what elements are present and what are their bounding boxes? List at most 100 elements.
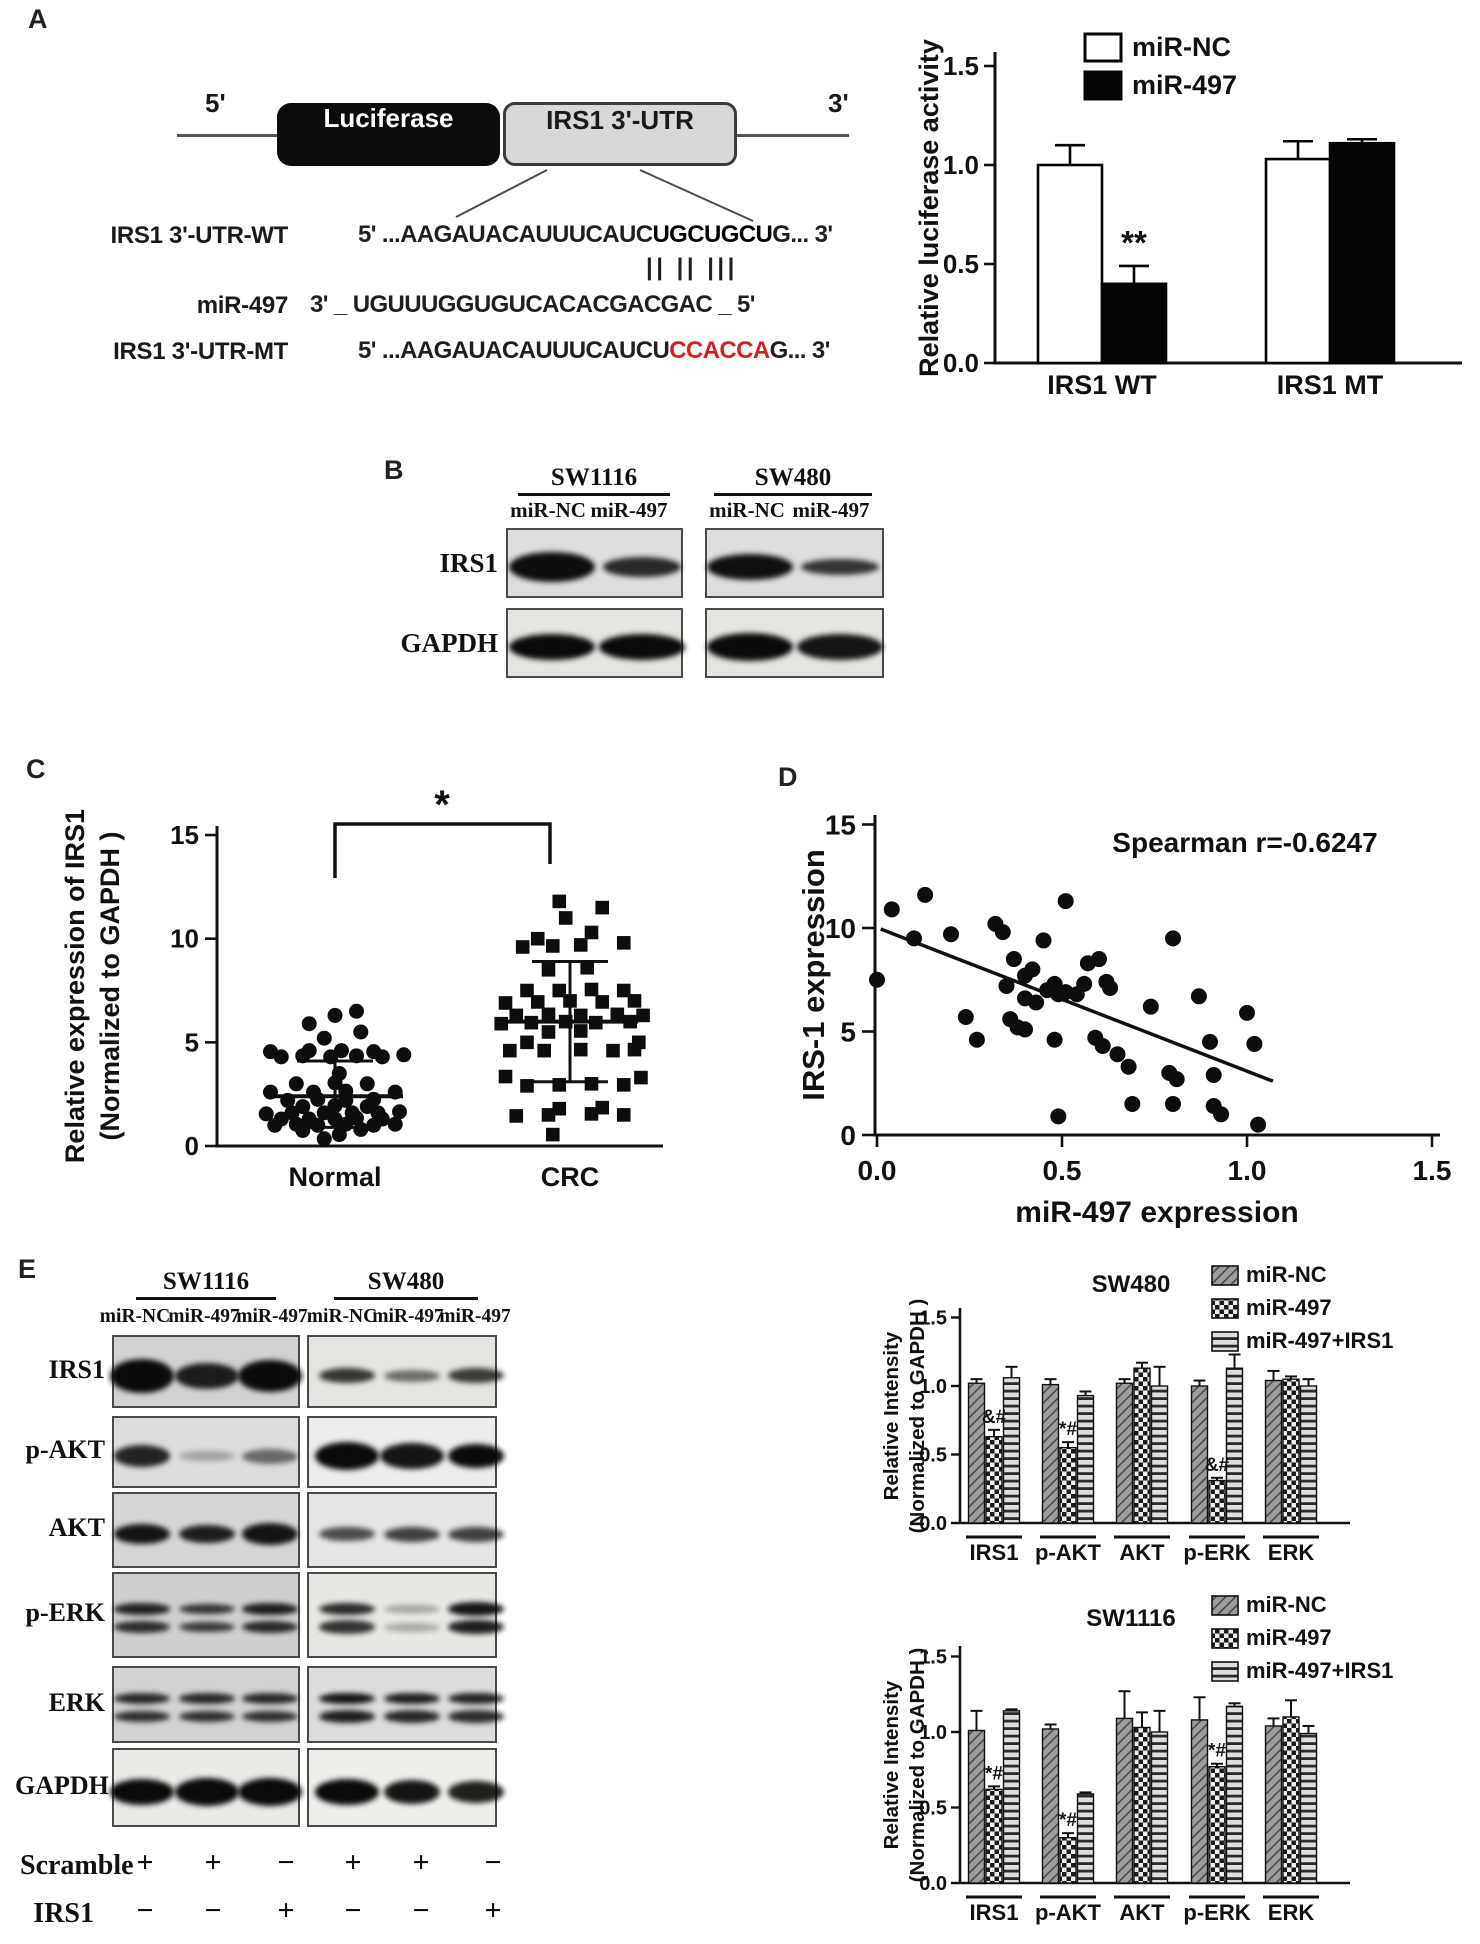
- data-point: [610, 1007, 625, 1022]
- data-point: [316, 1131, 332, 1147]
- data-point: [1142, 998, 1159, 1015]
- data-point: [552, 1101, 567, 1116]
- blot-band: [179, 1603, 235, 1615]
- data-point: [595, 995, 610, 1009]
- bar: [1264, 1725, 1283, 1884]
- data-point: [634, 1070, 648, 1085]
- blot-band: [319, 1602, 375, 1616]
- lane-label: miR-NC: [99, 1306, 171, 1327]
- panel-e-sw1116: 0.0 0.5 1.0 1.5 IRS1 p-AKT AKT p-ERK ERK *# *# *# SW…: [880, 1592, 1393, 1925]
- data-point: [503, 1043, 517, 1058]
- bar: [1264, 1379, 1283, 1524]
- irs1-row-label: IRS1: [33, 1898, 94, 1929]
- scramble-row-value: +: [344, 1846, 362, 1879]
- data-point: [366, 1091, 382, 1107]
- data-point: [584, 925, 599, 940]
- bar: [967, 1382, 986, 1524]
- x-tick-label: 1.5: [1413, 1155, 1452, 1186]
- data-point: [1050, 1108, 1067, 1125]
- data-point: [1094, 1037, 1111, 1054]
- legend-label: miR-497: [1246, 1295, 1332, 1320]
- data-point: [263, 1084, 278, 1100]
- lane-label: miR-NC: [306, 1306, 378, 1327]
- y-tick-label: 1.0: [943, 150, 979, 180]
- data-point: [349, 1048, 364, 1064]
- data-point: [552, 1078, 567, 1092]
- bar: [1264, 157, 1332, 365]
- category-label: AKT: [1119, 1540, 1165, 1565]
- data-point: [546, 1127, 560, 1142]
- legend-label: miR-NC: [1246, 1592, 1327, 1617]
- blot-band: [707, 633, 793, 661]
- blot-band: [448, 1780, 504, 1803]
- y-tick-label: 0.5: [943, 249, 979, 279]
- y-tick-label: 15: [170, 820, 199, 850]
- category-label: AKT: [1119, 1900, 1165, 1925]
- data-point: [1005, 951, 1022, 968]
- irs1-row-value: −: [412, 1894, 430, 1927]
- mir-row-label: miR-497: [196, 292, 289, 319]
- data-point: [524, 1015, 539, 1030]
- bar: [1076, 1394, 1095, 1524]
- y-tick-label: 0: [840, 1120, 856, 1151]
- data-point: [392, 1104, 407, 1120]
- data-point: [1024, 961, 1041, 978]
- wt-seq-seed: UGCUGCU: [652, 221, 773, 248]
- data-point: [498, 1069, 513, 1084]
- y-tick-label: 15: [825, 810, 856, 841]
- blot-band: [448, 1444, 504, 1468]
- y-tick-label: 1.5: [919, 1308, 947, 1330]
- data-point: [1057, 893, 1074, 910]
- cell-line-header: SW1116: [136, 1268, 276, 1300]
- blot-band: [175, 1777, 239, 1806]
- blot-band: [179, 1451, 235, 1461]
- data-point: [520, 983, 534, 998]
- legend-swatch: [1211, 1298, 1239, 1319]
- blot-box: [110, 1748, 302, 1827]
- blot-target-label: AKT: [48, 1513, 105, 1542]
- blot-band: [509, 552, 595, 582]
- panel-c-label: C: [26, 754, 46, 784]
- irs1-row-value: −: [136, 1894, 154, 1927]
- data-point: [1239, 1004, 1255, 1021]
- blot-box: [705, 608, 884, 678]
- blot-target-label: IRS1: [439, 548, 498, 578]
- blot-band: [509, 634, 595, 660]
- blot-band: [242, 1693, 298, 1704]
- blot-band: [238, 1777, 302, 1806]
- data-point: [333, 1043, 349, 1059]
- data-point: [1190, 988, 1207, 1005]
- data-point: [1165, 930, 1181, 947]
- data-point: [530, 931, 545, 946]
- irs1-row-value: −: [204, 1894, 222, 1927]
- blot-target-label: p-ERK: [25, 1598, 105, 1627]
- blot-band: [384, 1692, 440, 1705]
- bar: [1100, 282, 1168, 365]
- data-point: [616, 936, 631, 950]
- data-point: [306, 1084, 321, 1100]
- bar: [1041, 1383, 1060, 1524]
- category-label: IRS1: [970, 1900, 1019, 1925]
- blot-target-label: GAPDH: [15, 1770, 109, 1800]
- data-point: [301, 1043, 317, 1059]
- data-point: [994, 924, 1011, 941]
- blot-box: [506, 608, 685, 678]
- blot-band: [448, 1368, 504, 1383]
- legend-swatch: [1211, 1265, 1239, 1286]
- blot-band: [110, 1778, 174, 1805]
- data-point: [623, 1014, 637, 1029]
- data-point: [943, 926, 959, 943]
- wt-sequence: 5' ...AAGAUACAUUUCAUCUGCUGCUG... 3': [358, 221, 833, 249]
- blot-band: [707, 554, 793, 580]
- data-point: [263, 1044, 278, 1060]
- data-point: [349, 1003, 364, 1019]
- data-point: [546, 939, 560, 953]
- lane-label: miR-497: [439, 1306, 511, 1327]
- data-point: [1120, 1058, 1137, 1075]
- blot-band: [238, 1359, 302, 1392]
- data-point: [316, 1030, 332, 1046]
- bar: [1328, 141, 1396, 365]
- y-axis-label: Relative Intensity: [880, 1331, 903, 1500]
- bar: [1150, 1731, 1169, 1884]
- wt-seq-post: G... 3': [772, 221, 833, 248]
